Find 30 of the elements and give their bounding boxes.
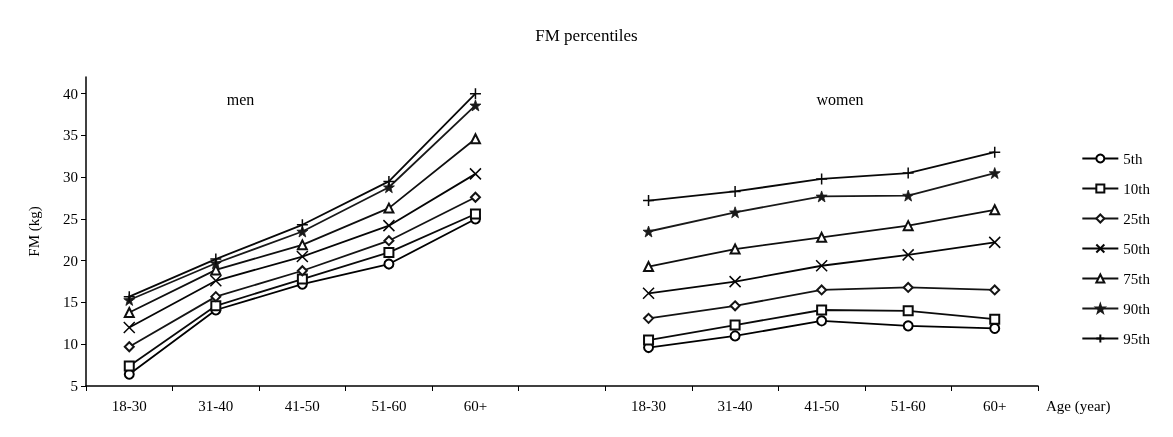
legend-label: 90th (1123, 300, 1151, 317)
x-tick-label: 51-60 (371, 397, 407, 414)
annotation: women (816, 90, 864, 108)
y-tick-label: 20 (63, 252, 78, 269)
legend-label: 75th (1123, 270, 1151, 287)
y-tick-label: 25 (63, 210, 78, 227)
y-tick-label: 35 (63, 127, 78, 144)
x-tick-label: 41-50 (284, 397, 320, 414)
x-tick-label: 31-40 (198, 397, 234, 414)
legend-label: 95th (1123, 330, 1151, 347)
y-tick-label: 40 (63, 85, 78, 102)
legend-label: 25th (1123, 210, 1151, 227)
x-tick-label: 51-60 (890, 397, 926, 414)
legend-label: 5th (1123, 150, 1143, 167)
x-tick-label: 60+ (982, 397, 1007, 414)
legend-label: 50th (1123, 240, 1151, 257)
x-tick-label: 18-30 (631, 397, 667, 414)
x-tick-label: 60+ (463, 397, 488, 414)
x-tick-label: 18-30 (111, 397, 147, 414)
chart-title: FM percentiles (535, 26, 638, 45)
x-tick-label: 31-40 (717, 397, 753, 414)
y-tick-label: 5 (70, 378, 78, 394)
annotation: men (226, 90, 255, 108)
y-tick-label: 30 (63, 169, 78, 186)
legend-label: 10th (1123, 180, 1151, 197)
y-tick-label: 15 (63, 294, 78, 311)
x-tick-label: 41-50 (804, 397, 840, 414)
y-axis-title: FM (kg) (25, 206, 43, 257)
x-axis-title: Age (year) (1046, 397, 1111, 415)
y-tick-label: 10 (63, 336, 78, 353)
